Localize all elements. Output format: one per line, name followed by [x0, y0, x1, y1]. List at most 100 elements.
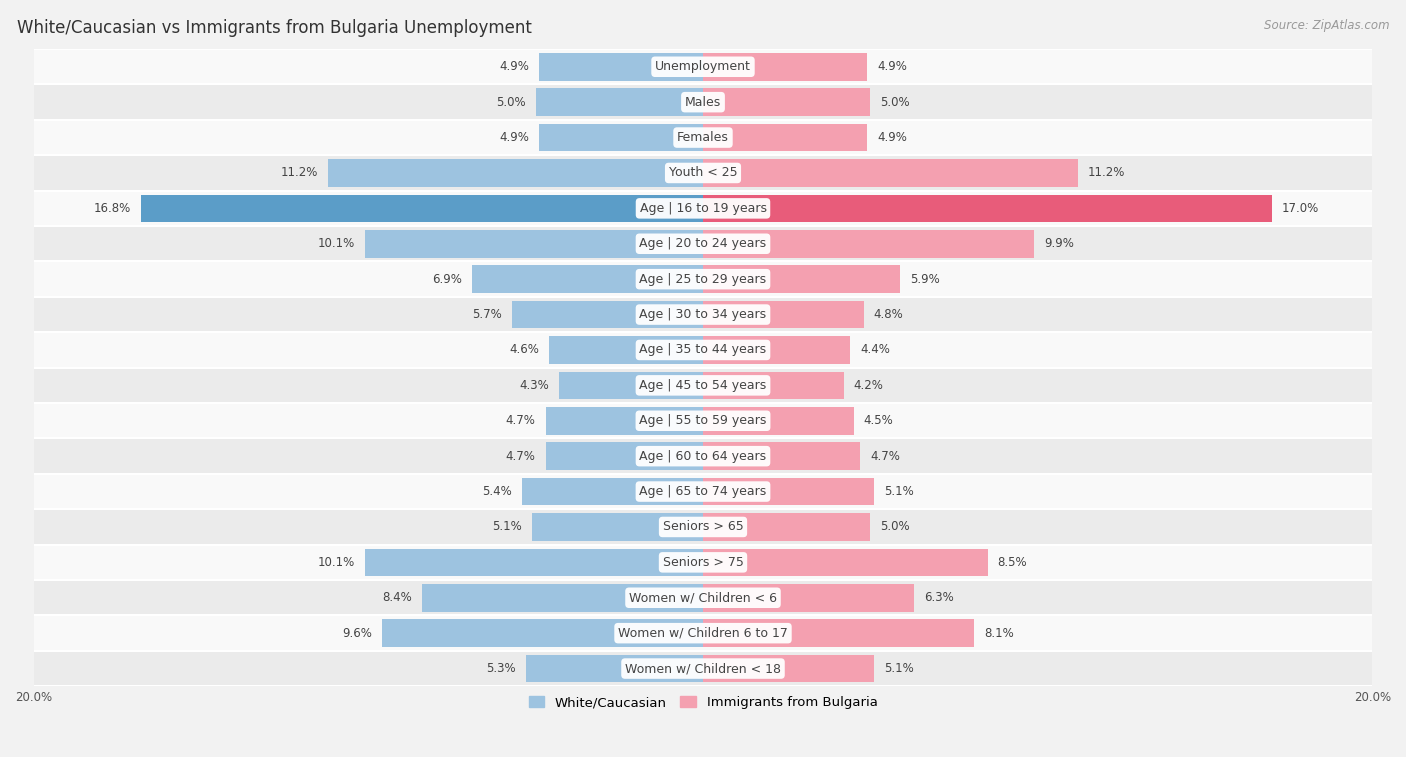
Text: Age | 16 to 19 years: Age | 16 to 19 years: [640, 202, 766, 215]
Bar: [34, 615, 1372, 651]
Bar: [526, 655, 703, 682]
Text: Age | 65 to 74 years: Age | 65 to 74 years: [640, 485, 766, 498]
Bar: [34, 580, 1372, 615]
Text: 4.3%: 4.3%: [519, 378, 548, 392]
Text: 5.0%: 5.0%: [496, 95, 526, 109]
Text: 4.2%: 4.2%: [853, 378, 883, 392]
Text: Males: Males: [685, 95, 721, 109]
Text: Age | 30 to 34 years: Age | 30 to 34 years: [640, 308, 766, 321]
Text: Age | 25 to 29 years: Age | 25 to 29 years: [640, 273, 766, 285]
Text: 4.9%: 4.9%: [499, 61, 529, 73]
Bar: [703, 53, 868, 80]
Text: 17.0%: 17.0%: [1282, 202, 1319, 215]
Bar: [703, 336, 851, 364]
Text: Youth < 25: Youth < 25: [669, 167, 737, 179]
Bar: [703, 195, 1272, 222]
Bar: [703, 478, 873, 506]
Text: Women w/ Children < 6: Women w/ Children < 6: [628, 591, 778, 604]
Bar: [34, 474, 1372, 509]
Bar: [512, 301, 703, 329]
Bar: [366, 549, 703, 576]
Text: White/Caucasian vs Immigrants from Bulgaria Unemployment: White/Caucasian vs Immigrants from Bulga…: [17, 19, 531, 37]
Bar: [546, 442, 703, 470]
Bar: [548, 336, 703, 364]
Text: Women w/ Children < 18: Women w/ Children < 18: [626, 662, 780, 675]
Bar: [703, 123, 868, 151]
Bar: [538, 53, 703, 80]
Text: Age | 55 to 59 years: Age | 55 to 59 years: [640, 414, 766, 427]
Text: 4.4%: 4.4%: [860, 344, 890, 357]
Bar: [703, 619, 974, 647]
Bar: [703, 266, 900, 293]
Text: 4.7%: 4.7%: [506, 414, 536, 427]
Text: Seniors > 75: Seniors > 75: [662, 556, 744, 569]
Text: 8.1%: 8.1%: [984, 627, 1014, 640]
Text: Females: Females: [678, 131, 728, 144]
Legend: White/Caucasian, Immigrants from Bulgaria: White/Caucasian, Immigrants from Bulgari…: [523, 691, 883, 715]
Bar: [34, 120, 1372, 155]
Text: 6.9%: 6.9%: [432, 273, 463, 285]
Bar: [34, 438, 1372, 474]
Text: Age | 35 to 44 years: Age | 35 to 44 years: [640, 344, 766, 357]
Text: 5.3%: 5.3%: [486, 662, 516, 675]
Bar: [34, 49, 1372, 85]
Bar: [703, 513, 870, 540]
Bar: [703, 407, 853, 435]
Bar: [34, 297, 1372, 332]
Text: 11.2%: 11.2%: [1088, 167, 1125, 179]
Bar: [546, 407, 703, 435]
Bar: [703, 372, 844, 399]
Bar: [34, 85, 1372, 120]
Bar: [703, 89, 870, 116]
Bar: [381, 619, 703, 647]
Bar: [328, 159, 703, 187]
Text: 9.6%: 9.6%: [342, 627, 371, 640]
Bar: [34, 261, 1372, 297]
Text: 16.8%: 16.8%: [93, 202, 131, 215]
Text: 4.9%: 4.9%: [499, 131, 529, 144]
Text: Age | 45 to 54 years: Age | 45 to 54 years: [640, 378, 766, 392]
Text: Unemployment: Unemployment: [655, 61, 751, 73]
Bar: [34, 332, 1372, 368]
Text: 5.1%: 5.1%: [884, 662, 914, 675]
Bar: [703, 655, 873, 682]
Text: 4.8%: 4.8%: [873, 308, 904, 321]
Text: 4.9%: 4.9%: [877, 131, 907, 144]
Bar: [141, 195, 703, 222]
Text: 5.0%: 5.0%: [880, 95, 910, 109]
Bar: [422, 584, 703, 612]
Text: 4.5%: 4.5%: [863, 414, 893, 427]
Text: Age | 60 to 64 years: Age | 60 to 64 years: [640, 450, 766, 463]
Bar: [34, 191, 1372, 226]
Bar: [34, 368, 1372, 403]
Bar: [34, 544, 1372, 580]
Text: 11.2%: 11.2%: [281, 167, 318, 179]
Bar: [34, 651, 1372, 687]
Text: 6.3%: 6.3%: [924, 591, 953, 604]
Bar: [538, 123, 703, 151]
Bar: [703, 549, 987, 576]
Bar: [703, 301, 863, 329]
Text: Women w/ Children 6 to 17: Women w/ Children 6 to 17: [619, 627, 787, 640]
Bar: [34, 509, 1372, 544]
Text: 5.7%: 5.7%: [472, 308, 502, 321]
Text: 4.9%: 4.9%: [877, 61, 907, 73]
Text: 5.1%: 5.1%: [884, 485, 914, 498]
Bar: [34, 403, 1372, 438]
Bar: [703, 230, 1035, 257]
Text: 5.0%: 5.0%: [880, 521, 910, 534]
Bar: [536, 89, 703, 116]
Bar: [34, 226, 1372, 261]
Bar: [703, 442, 860, 470]
Bar: [472, 266, 703, 293]
Bar: [703, 159, 1078, 187]
Bar: [34, 155, 1372, 191]
Text: Source: ZipAtlas.com: Source: ZipAtlas.com: [1264, 19, 1389, 32]
Bar: [703, 584, 914, 612]
Text: 8.4%: 8.4%: [382, 591, 412, 604]
Text: 5.1%: 5.1%: [492, 521, 522, 534]
Text: 4.7%: 4.7%: [870, 450, 900, 463]
Text: 8.5%: 8.5%: [997, 556, 1028, 569]
Text: 10.1%: 10.1%: [318, 237, 354, 251]
Text: 5.9%: 5.9%: [911, 273, 941, 285]
